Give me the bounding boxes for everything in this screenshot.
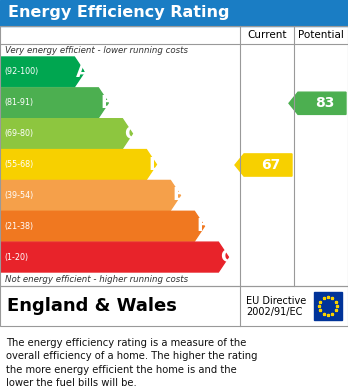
- Text: B: B: [101, 94, 114, 112]
- Text: (39-54): (39-54): [4, 191, 33, 200]
- Text: A: A: [77, 63, 90, 81]
- Text: (81-91): (81-91): [4, 98, 33, 107]
- Text: the more energy efficient the home is and the: the more energy efficient the home is an…: [6, 365, 237, 375]
- Text: lower the fuel bills will be.: lower the fuel bills will be.: [6, 378, 137, 388]
- Polygon shape: [235, 154, 292, 176]
- Text: (1-20): (1-20): [4, 253, 28, 262]
- Bar: [0, 26, 348, 286]
- Text: 2002/91/EC: 2002/91/EC: [246, 307, 302, 317]
- Text: Current: Current: [247, 30, 287, 40]
- Polygon shape: [0, 150, 156, 179]
- Polygon shape: [0, 119, 132, 149]
- Text: (55-68): (55-68): [4, 160, 33, 169]
- Text: 67: 67: [261, 158, 280, 172]
- Text: (92-100): (92-100): [4, 67, 38, 76]
- Text: E: E: [172, 187, 185, 204]
- Polygon shape: [0, 211, 204, 241]
- Polygon shape: [289, 92, 346, 115]
- Text: Energy Efficiency Rating: Energy Efficiency Rating: [8, 5, 229, 20]
- Text: EU Directive: EU Directive: [246, 296, 306, 306]
- Text: The energy efficiency rating is a measure of the: The energy efficiency rating is a measur…: [6, 338, 246, 348]
- Bar: [0, 0, 348, 26]
- Polygon shape: [0, 88, 108, 118]
- Text: D: D: [148, 156, 164, 174]
- Text: England & Wales: England & Wales: [7, 297, 177, 315]
- Text: C: C: [124, 125, 138, 143]
- Text: Potential: Potential: [298, 30, 344, 40]
- Text: 83: 83: [315, 96, 335, 110]
- Text: Very energy efficient - lower running costs: Very energy efficient - lower running co…: [5, 46, 188, 55]
- Polygon shape: [0, 57, 85, 87]
- Text: overall efficiency of a home. The higher the rating: overall efficiency of a home. The higher…: [6, 351, 258, 361]
- Text: (69-80): (69-80): [4, 129, 33, 138]
- Text: F: F: [196, 217, 209, 235]
- Text: (21-38): (21-38): [4, 222, 33, 231]
- Polygon shape: [0, 242, 228, 272]
- Text: Not energy efficient - higher running costs: Not energy efficient - higher running co…: [5, 275, 188, 284]
- Bar: [314, 292, 342, 320]
- Bar: [0, 286, 348, 326]
- Text: G: G: [220, 248, 235, 266]
- Polygon shape: [0, 180, 180, 210]
